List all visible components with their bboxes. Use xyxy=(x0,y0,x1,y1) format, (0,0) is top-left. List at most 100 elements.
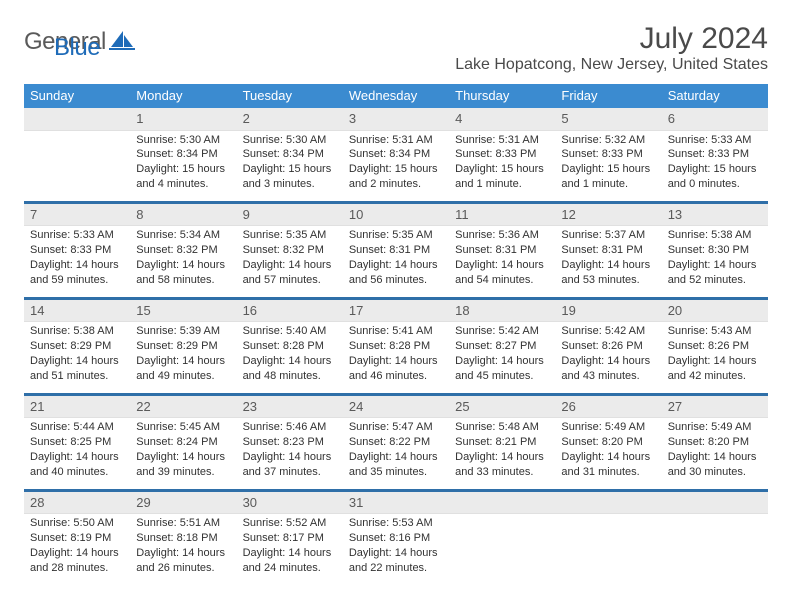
day-body: Sunrise: 5:42 AMSunset: 8:26 PMDaylight:… xyxy=(555,322,661,391)
day-number: 17 xyxy=(343,300,449,323)
day-number xyxy=(449,492,555,515)
day-number: 24 xyxy=(343,396,449,419)
daylight-text: Daylight: 14 hours and 51 minutes. xyxy=(30,354,124,384)
day-cell: 19Sunrise: 5:42 AMSunset: 8:26 PMDayligh… xyxy=(555,300,661,392)
sunset-text: Sunset: 8:28 PM xyxy=(243,339,337,354)
sunset-text: Sunset: 8:32 PM xyxy=(243,243,337,258)
daylight-text: Daylight: 15 hours and 1 minute. xyxy=(455,162,549,192)
day-number: 21 xyxy=(24,396,130,419)
day-number: 22 xyxy=(130,396,236,419)
calendar-page: General July 2024 Blue Lake Hopatcong, N… xyxy=(0,0,792,585)
day-cell xyxy=(555,492,661,584)
daylight-text: Daylight: 14 hours and 53 minutes. xyxy=(561,258,655,288)
sunrise-text: Sunrise: 5:34 AM xyxy=(136,228,230,243)
weekday-header: Monday xyxy=(130,84,236,108)
daylight-text: Daylight: 15 hours and 3 minutes. xyxy=(243,162,337,192)
day-number: 4 xyxy=(449,108,555,131)
day-body: Sunrise: 5:37 AMSunset: 8:31 PMDaylight:… xyxy=(555,226,661,295)
day-body xyxy=(555,514,661,582)
sunrise-text: Sunrise: 5:38 AM xyxy=(30,324,124,339)
sunset-text: Sunset: 8:22 PM xyxy=(349,435,443,450)
sunset-text: Sunset: 8:34 PM xyxy=(136,147,230,162)
sunrise-text: Sunrise: 5:52 AM xyxy=(243,516,337,531)
sunset-text: Sunset: 8:34 PM xyxy=(243,147,337,162)
sunset-text: Sunset: 8:27 PM xyxy=(455,339,549,354)
sunrise-text: Sunrise: 5:41 AM xyxy=(349,324,443,339)
day-number: 31 xyxy=(343,492,449,515)
day-number: 8 xyxy=(130,204,236,227)
day-body: Sunrise: 5:35 AMSunset: 8:31 PMDaylight:… xyxy=(343,226,449,295)
day-cell: 28Sunrise: 5:50 AMSunset: 8:19 PMDayligh… xyxy=(24,492,130,584)
sunset-text: Sunset: 8:18 PM xyxy=(136,531,230,546)
title-block: July 2024 xyxy=(640,22,768,56)
sunrise-text: Sunrise: 5:53 AM xyxy=(349,516,443,531)
daylight-text: Daylight: 14 hours and 35 minutes. xyxy=(349,450,443,480)
sunrise-text: Sunrise: 5:31 AM xyxy=(349,133,443,148)
day-cell xyxy=(449,492,555,584)
day-cell: 24Sunrise: 5:47 AMSunset: 8:22 PMDayligh… xyxy=(343,396,449,488)
day-number: 14 xyxy=(24,300,130,323)
sunrise-text: Sunrise: 5:49 AM xyxy=(668,420,762,435)
day-number: 11 xyxy=(449,204,555,227)
day-body: Sunrise: 5:43 AMSunset: 8:26 PMDaylight:… xyxy=(662,322,768,391)
sunrise-text: Sunrise: 5:51 AM xyxy=(136,516,230,531)
day-cell: 8Sunrise: 5:34 AMSunset: 8:32 PMDaylight… xyxy=(130,204,236,296)
day-body: Sunrise: 5:30 AMSunset: 8:34 PMDaylight:… xyxy=(237,131,343,200)
sunrise-text: Sunrise: 5:33 AM xyxy=(30,228,124,243)
weekday-header: Friday xyxy=(555,84,661,108)
day-body: Sunrise: 5:42 AMSunset: 8:27 PMDaylight:… xyxy=(449,322,555,391)
day-number: 28 xyxy=(24,492,130,515)
sunrise-text: Sunrise: 5:37 AM xyxy=(561,228,655,243)
daylight-text: Daylight: 15 hours and 4 minutes. xyxy=(136,162,230,192)
day-number: 26 xyxy=(555,396,661,419)
day-body: Sunrise: 5:38 AMSunset: 8:29 PMDaylight:… xyxy=(24,322,130,391)
sunset-text: Sunset: 8:32 PM xyxy=(136,243,230,258)
day-number: 19 xyxy=(555,300,661,323)
daylight-text: Daylight: 14 hours and 31 minutes. xyxy=(561,450,655,480)
day-body: Sunrise: 5:36 AMSunset: 8:31 PMDaylight:… xyxy=(449,226,555,295)
day-number xyxy=(24,108,130,131)
logo-text-2: Blue xyxy=(54,34,100,62)
sunset-text: Sunset: 8:26 PM xyxy=(668,339,762,354)
daylight-text: Daylight: 14 hours and 46 minutes. xyxy=(349,354,443,384)
daylight-text: Daylight: 14 hours and 40 minutes. xyxy=(30,450,124,480)
day-body: Sunrise: 5:33 AMSunset: 8:33 PMDaylight:… xyxy=(24,226,130,295)
day-cell: 21Sunrise: 5:44 AMSunset: 8:25 PMDayligh… xyxy=(24,396,130,488)
day-body: Sunrise: 5:47 AMSunset: 8:22 PMDaylight:… xyxy=(343,418,449,487)
day-cell: 23Sunrise: 5:46 AMSunset: 8:23 PMDayligh… xyxy=(237,396,343,488)
day-number xyxy=(555,492,661,515)
week-row: 28Sunrise: 5:50 AMSunset: 8:19 PMDayligh… xyxy=(24,492,768,585)
day-body: Sunrise: 5:41 AMSunset: 8:28 PMDaylight:… xyxy=(343,322,449,391)
daylight-text: Daylight: 15 hours and 0 minutes. xyxy=(668,162,762,192)
daylight-text: Daylight: 14 hours and 42 minutes. xyxy=(668,354,762,384)
day-body: Sunrise: 5:45 AMSunset: 8:24 PMDaylight:… xyxy=(130,418,236,487)
sunset-text: Sunset: 8:33 PM xyxy=(668,147,762,162)
day-cell: 13Sunrise: 5:38 AMSunset: 8:30 PMDayligh… xyxy=(662,204,768,296)
day-number: 12 xyxy=(555,204,661,227)
sunset-text: Sunset: 8:33 PM xyxy=(455,147,549,162)
sunrise-text: Sunrise: 5:38 AM xyxy=(668,228,762,243)
sunrise-text: Sunrise: 5:48 AM xyxy=(455,420,549,435)
sunset-text: Sunset: 8:19 PM xyxy=(30,531,124,546)
daylight-text: Daylight: 15 hours and 2 minutes. xyxy=(349,162,443,192)
sunrise-text: Sunrise: 5:50 AM xyxy=(30,516,124,531)
day-body xyxy=(662,514,768,582)
calendar-grid: Sunday Monday Tuesday Wednesday Thursday… xyxy=(24,84,768,585)
day-cell: 7Sunrise: 5:33 AMSunset: 8:33 PMDaylight… xyxy=(24,204,130,296)
month-title: July 2024 xyxy=(640,22,768,56)
day-body: Sunrise: 5:49 AMSunset: 8:20 PMDaylight:… xyxy=(662,418,768,487)
day-body: Sunrise: 5:40 AMSunset: 8:28 PMDaylight:… xyxy=(237,322,343,391)
sunset-text: Sunset: 8:28 PM xyxy=(349,339,443,354)
daylight-text: Daylight: 14 hours and 56 minutes. xyxy=(349,258,443,288)
sunset-text: Sunset: 8:20 PM xyxy=(668,435,762,450)
day-body: Sunrise: 5:50 AMSunset: 8:19 PMDaylight:… xyxy=(24,514,130,583)
sunset-text: Sunset: 8:31 PM xyxy=(349,243,443,258)
week-row: 7Sunrise: 5:33 AMSunset: 8:33 PMDaylight… xyxy=(24,204,768,297)
daylight-text: Daylight: 14 hours and 57 minutes. xyxy=(243,258,337,288)
day-cell: 26Sunrise: 5:49 AMSunset: 8:20 PMDayligh… xyxy=(555,396,661,488)
day-body: Sunrise: 5:32 AMSunset: 8:33 PMDaylight:… xyxy=(555,131,661,200)
day-number: 9 xyxy=(237,204,343,227)
day-body: Sunrise: 5:51 AMSunset: 8:18 PMDaylight:… xyxy=(130,514,236,583)
day-cell: 6Sunrise: 5:33 AMSunset: 8:33 PMDaylight… xyxy=(662,108,768,200)
location-text: Lake Hopatcong, New Jersey, United State… xyxy=(24,56,768,74)
